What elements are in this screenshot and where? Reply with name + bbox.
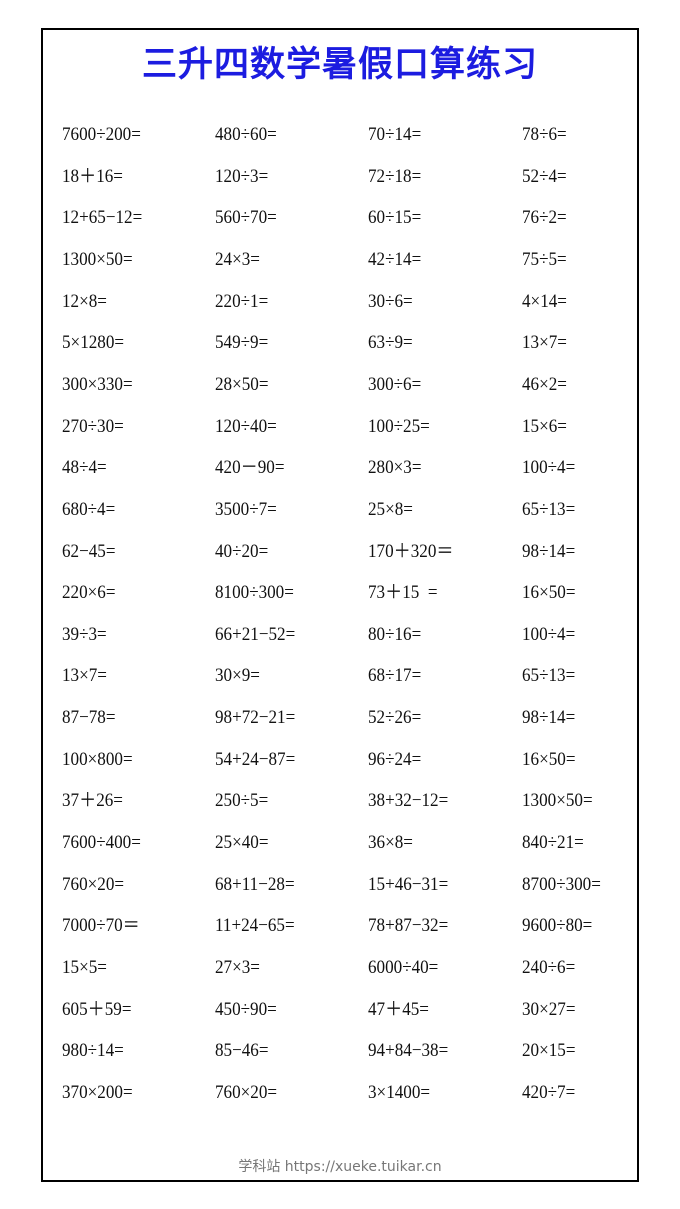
problem-cell: 98÷14=: [522, 707, 576, 729]
problem-cell: 80÷16=: [368, 623, 422, 645]
problem-cell: 20×15=: [522, 1040, 576, 1062]
problem-cell: 420－90=: [215, 457, 285, 479]
problem-cell: 28×50=: [215, 373, 269, 395]
page-border: [41, 28, 639, 1182]
page-title: 三升四数学暑假口算练习: [141, 45, 538, 84]
problem-cell: 549÷9=: [215, 332, 269, 354]
problem-cell: 8700÷300=: [522, 873, 601, 895]
problem-cell: 760×20=: [215, 1081, 278, 1103]
problem-cell: 87−78=: [62, 707, 116, 729]
problem-cell: 13×7=: [522, 332, 567, 354]
problem-cell: 100÷4=: [522, 457, 576, 479]
problem-cell: 16×50=: [522, 748, 576, 770]
problem-cell: 300÷6=: [368, 373, 422, 395]
problem-cell: 38+32−12=: [368, 790, 449, 812]
problem-cell: 220×6=: [62, 582, 116, 604]
problem-cell: 65÷13=: [522, 665, 576, 687]
problem-cell: 1300×50=: [62, 248, 133, 270]
problem-cell: 560÷70=: [215, 207, 277, 229]
problem-cell: 30×27=: [522, 998, 576, 1020]
problem-cell: 420÷7=: [522, 1081, 576, 1103]
problem-cell: 30÷6=: [368, 290, 413, 312]
problem-cell: 100÷25=: [368, 415, 430, 437]
problem-cell: 98+72−21=: [215, 707, 296, 729]
problem-cell: 37＋26=: [62, 790, 123, 812]
problem-cell: 70÷14=: [368, 124, 422, 145]
problem-cell: 240÷6=: [522, 957, 576, 978]
problem-cell: 4×14=: [522, 290, 567, 312]
problem-cell: 65÷13=: [522, 498, 576, 520]
problem-cell: 480÷60=: [215, 124, 277, 145]
problem-cell: 12+65−12=: [62, 207, 143, 229]
problem-cell: 52÷26=: [368, 707, 422, 729]
problem-cell: 52÷4=: [522, 165, 567, 187]
problem-cell: 25×40=: [215, 832, 269, 854]
problem-cell: 62−45=: [62, 540, 116, 562]
problem-cell: 7600÷200=: [62, 124, 141, 145]
problem-cell: 100×800=: [62, 748, 133, 770]
problem-cell: 63÷9=: [368, 332, 413, 354]
problem-cell: 370×200=: [62, 1081, 133, 1103]
problem-cell: 13×7=: [62, 665, 107, 687]
problem-cell: 8100÷300=: [215, 582, 294, 604]
problem-cell: 94+84−38=: [368, 1040, 449, 1062]
problem-cell: 78+87−32=: [368, 915, 449, 937]
problem-cell: 66+21−52=: [215, 623, 296, 645]
problem-cell: 75÷5=: [522, 248, 567, 270]
problem-cell: 280×3=: [368, 457, 422, 479]
problem-cell: 78÷6=: [522, 124, 567, 145]
problem-cell: 24×3=: [215, 248, 260, 270]
problem-cell: 15×5=: [62, 957, 107, 978]
problem-cell: 42÷14=: [368, 248, 422, 270]
problem-cell: 48÷4=: [62, 457, 107, 479]
problem-cell: 73＋15 =: [368, 582, 438, 604]
problem-cell: 5×1280=: [62, 332, 125, 354]
problem-cell: 1300×50=: [522, 790, 593, 812]
problem-cell: 6000÷40=: [368, 957, 439, 978]
problem-cell: 15+46−31=: [368, 873, 449, 895]
problem-cell: 39÷3=: [62, 623, 107, 645]
footer-watermark: 学科站 https://xueke.tuikar.cn: [238, 1159, 442, 1175]
problem-cell: 68÷17=: [368, 665, 422, 687]
problem-cell: 270÷30=: [62, 415, 124, 437]
problem-cell: 96÷24=: [368, 748, 422, 770]
problem-cell: 605＋59=: [62, 998, 132, 1020]
problem-cell: 7600÷400=: [62, 832, 141, 854]
problem-cell: 760×20=: [62, 873, 125, 895]
problem-cell: 72÷18=: [368, 165, 422, 187]
problem-cell: 220÷1=: [215, 290, 269, 312]
problem-cell: 100÷4=: [522, 623, 576, 645]
problem-cell: 98÷14=: [522, 540, 576, 562]
problem-cell: 120÷40=: [215, 415, 277, 437]
problem-cell: 450÷90=: [215, 998, 277, 1020]
problem-cell: 46×2=: [522, 373, 567, 395]
problem-cell: 30×9=: [215, 665, 260, 687]
problem-cell: 7000÷70＝: [62, 915, 140, 937]
problem-cell: 60÷15=: [368, 207, 422, 229]
problem-cell: 170＋320＝: [368, 540, 454, 562]
problem-cell: 15×6=: [522, 415, 567, 437]
problem-cell: 300×330=: [62, 373, 133, 395]
problem-cell: 27×3=: [215, 957, 260, 978]
problem-cell: 54+24−87=: [215, 748, 296, 770]
problem-cell: 85−46=: [215, 1040, 269, 1062]
problem-cell: 68+11−28=: [215, 873, 295, 895]
problem-cell: 76÷2=: [522, 207, 567, 229]
problem-cell: 40÷20=: [215, 540, 269, 562]
problem-cell: 250÷5=: [215, 790, 269, 812]
problem-cell: 980÷14=: [62, 1040, 124, 1062]
problem-cell: 120÷3=: [215, 165, 269, 187]
problem-cell: 12×8=: [62, 290, 107, 312]
problem-cell: 18＋16=: [62, 165, 123, 187]
problem-cell: 9600÷80=: [522, 915, 593, 937]
problem-cell: 25×8=: [368, 498, 413, 520]
problem-cell: 16×50=: [522, 582, 576, 604]
problem-cell: 36×8=: [368, 832, 413, 854]
problem-cell: 47＋45=: [368, 998, 429, 1020]
problem-cell: 840÷21=: [522, 832, 584, 854]
problem-cell: 3500÷7=: [215, 498, 277, 520]
problem-cell: 3×1400=: [368, 1081, 431, 1103]
problem-cell: 680÷4=: [62, 498, 116, 520]
problem-cell: 11+24−65=: [215, 915, 295, 937]
